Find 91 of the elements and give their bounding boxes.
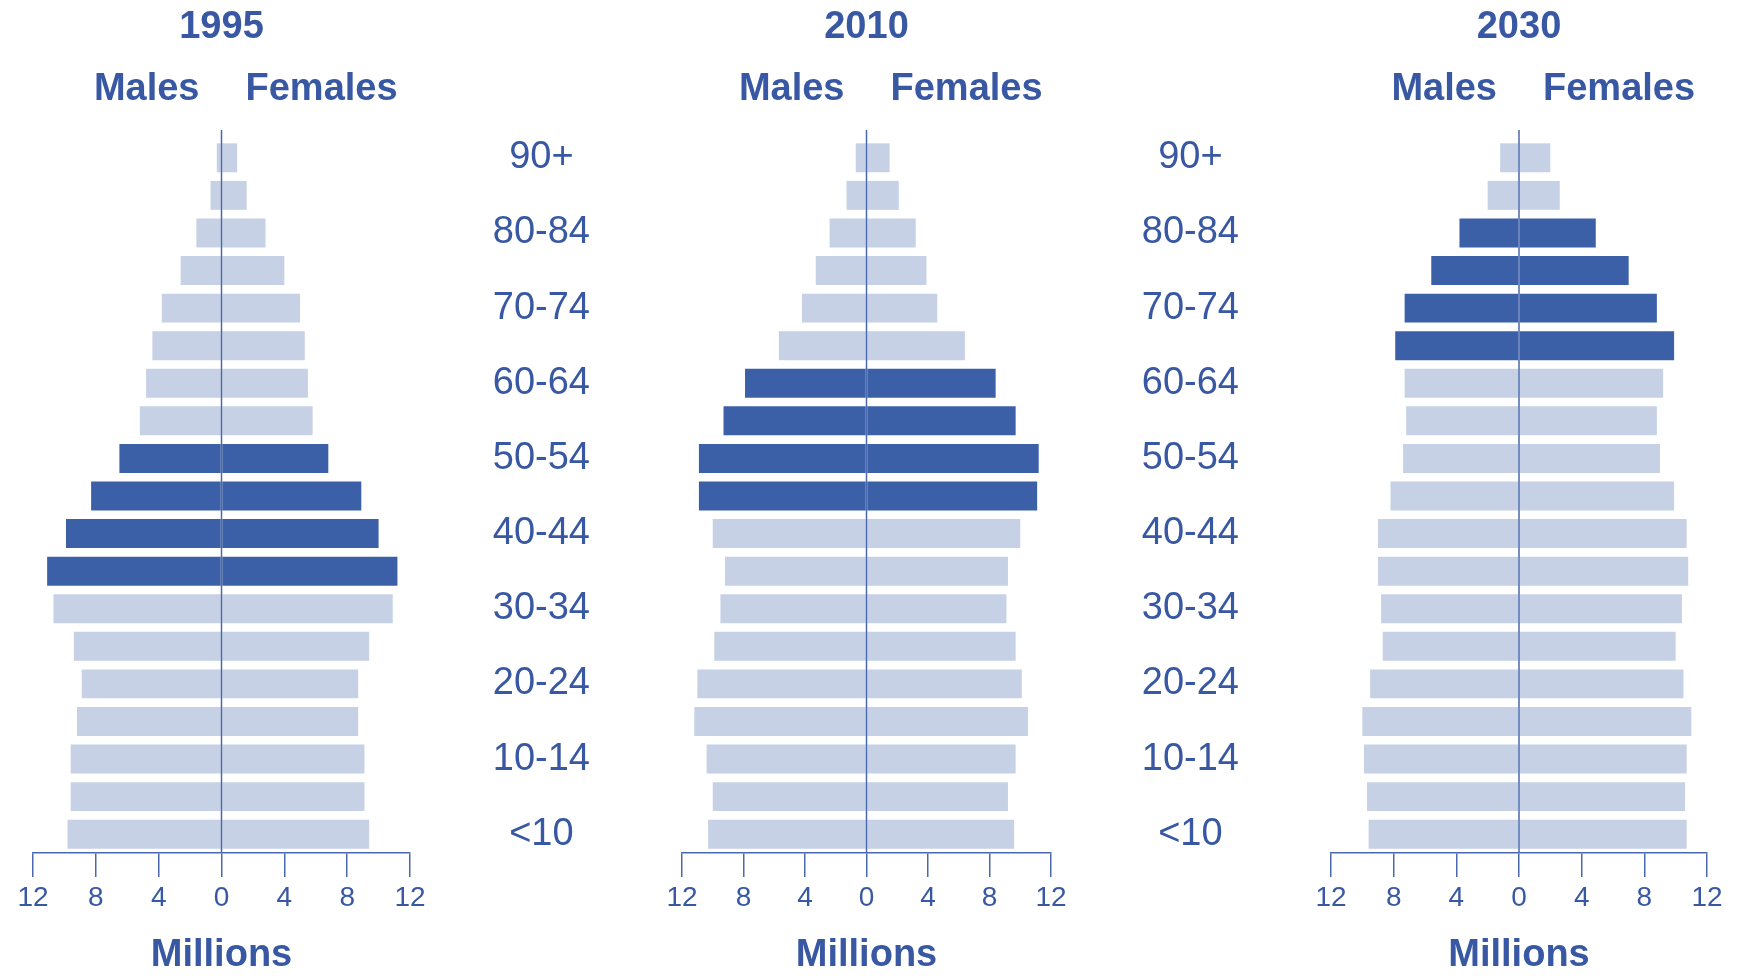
y-tick-label: 60-64 xyxy=(492,359,591,402)
x-tick-label: 8 xyxy=(1636,880,1653,912)
y-tick-label: 90+ xyxy=(1158,134,1223,177)
bar xyxy=(1519,256,1629,285)
bar xyxy=(1519,819,1687,849)
y-tick-label: 30-34 xyxy=(492,585,591,628)
bar xyxy=(1378,519,1519,549)
y-tick-label: 90+ xyxy=(509,134,574,177)
x-tick-label: 0 xyxy=(858,880,875,912)
bar xyxy=(1519,143,1551,173)
series-label: Males xyxy=(738,66,845,109)
bar xyxy=(1519,293,1657,323)
bar xyxy=(1487,180,1519,210)
y-tick-label: <10 xyxy=(1158,810,1223,853)
bar xyxy=(1519,631,1676,661)
x-tick-label: 4 xyxy=(1448,880,1465,912)
bar xyxy=(1519,556,1689,586)
series-label: Females xyxy=(1543,66,1696,109)
bar xyxy=(1403,443,1519,473)
x-tick-label: 4 xyxy=(276,880,293,912)
x-tick-label: 0 xyxy=(1511,880,1527,912)
bar xyxy=(1519,519,1687,549)
bar xyxy=(1519,406,1657,436)
bar xyxy=(1378,556,1519,586)
bar xyxy=(1459,218,1519,248)
bar xyxy=(1519,180,1560,210)
y-tick-label: 50-54 xyxy=(492,434,591,477)
x-axis-title: Millions xyxy=(795,931,938,974)
bar xyxy=(1404,368,1519,398)
y-tick-label: <10 xyxy=(509,810,574,853)
bar xyxy=(1519,594,1682,624)
y-tick-label: 80-84 xyxy=(1141,209,1240,252)
x-axis-title: Millions xyxy=(1448,931,1590,974)
bar xyxy=(1368,819,1519,849)
bar xyxy=(1381,594,1519,624)
x-tick-label: 8 xyxy=(981,880,998,912)
bar xyxy=(1431,256,1519,285)
x-tick-label: 8 xyxy=(88,880,104,912)
bar xyxy=(1519,782,1686,812)
bar xyxy=(1519,331,1675,361)
series-label: Males xyxy=(93,66,200,109)
bar xyxy=(1519,218,1596,248)
bar xyxy=(1519,744,1687,774)
y-tick-label: 50-54 xyxy=(1141,434,1240,477)
series-label: Females xyxy=(245,66,398,109)
bar xyxy=(1390,481,1519,511)
bar xyxy=(1519,707,1692,736)
series-label: Females xyxy=(890,66,1043,109)
bar xyxy=(1519,669,1684,699)
y-tick-label: 80-84 xyxy=(492,209,591,252)
x-tick-label: 12 xyxy=(1315,880,1347,912)
x-tick-label: 12 xyxy=(17,880,49,912)
y-tick-label: 40-44 xyxy=(492,510,591,553)
y-tick-label: 20-24 xyxy=(1141,660,1240,703)
bar xyxy=(1367,782,1519,812)
x-tick-label: 12 xyxy=(1691,880,1723,912)
x-tick-label: 8 xyxy=(735,880,752,912)
x-tick-label: 12 xyxy=(1035,880,1067,912)
bar xyxy=(1404,293,1519,323)
bar xyxy=(1519,368,1664,398)
x-tick-label: 4 xyxy=(920,880,936,912)
x-tick-label: 12 xyxy=(394,880,426,912)
x-axis-title: Millions xyxy=(150,931,293,974)
bar xyxy=(1519,481,1675,511)
bar xyxy=(1500,143,1519,173)
x-tick-label: 4 xyxy=(797,880,813,912)
x-tick-label: 8 xyxy=(339,880,355,912)
bar xyxy=(1519,443,1660,473)
bar xyxy=(1395,331,1519,361)
y-tick-label: 40-44 xyxy=(1141,510,1240,553)
y-tick-label: 60-64 xyxy=(1141,359,1240,402)
x-tick-label: 4 xyxy=(150,880,167,912)
y-tick-label: 70-74 xyxy=(1141,284,1240,327)
y-tick-label: 10-14 xyxy=(492,735,591,778)
x-tick-label: 0 xyxy=(213,880,230,912)
y-tick-label: 10-14 xyxy=(1141,735,1240,778)
x-tick-label: 4 xyxy=(1573,880,1590,912)
chart-title: 1995 xyxy=(179,4,264,47)
chart-title: 2030 xyxy=(1476,4,1562,47)
y-tick-label: 20-24 xyxy=(492,660,591,703)
bar xyxy=(1382,631,1519,661)
bar xyxy=(1363,744,1519,774)
x-tick-label: 12 xyxy=(666,880,698,912)
bar xyxy=(1362,707,1519,736)
bar xyxy=(1406,406,1519,436)
series-label: Males xyxy=(1391,66,1497,109)
bar xyxy=(1370,669,1519,699)
x-tick-label: 8 xyxy=(1385,880,1402,912)
chart-title: 2010 xyxy=(824,4,909,47)
y-tick-label: 30-34 xyxy=(1141,585,1240,628)
y-tick-label: 70-74 xyxy=(492,284,591,327)
